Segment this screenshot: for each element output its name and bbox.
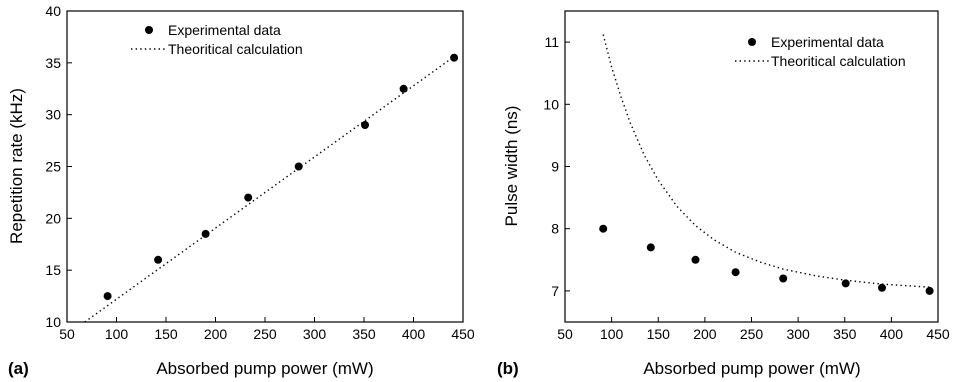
y-tick-label: 10 — [543, 96, 559, 112]
y-ticks-b: 7 8 9 10 11 — [543, 34, 570, 299]
x-ticks-b: 50 100 150 200 250 300 350 400 450 — [557, 317, 950, 342]
data-point — [103, 292, 112, 301]
x-tick-label: 100 — [600, 326, 624, 342]
legend-b: Experimental data Theoritical calculatio… — [735, 34, 906, 69]
x-ticks-a: 50 100 150 200 250 300 350 400 450 — [59, 317, 475, 342]
x-tick-label: 350 — [833, 326, 857, 342]
panel-label-a: (a) — [8, 359, 29, 378]
data-point — [779, 274, 788, 283]
x-tick-label: 450 — [451, 326, 475, 342]
theory-curve — [84, 56, 455, 323]
x-tick-label: 250 — [740, 326, 764, 342]
panel-label-b: (b) — [497, 359, 519, 378]
y-tick-label: 40 — [45, 3, 61, 19]
x-tick-label: 300 — [303, 326, 327, 342]
legend-marker-experimental-a — [145, 26, 153, 34]
x-axis-label-b: Absorbed pump power (mW) — [643, 359, 860, 378]
x-tick-label: 350 — [352, 326, 376, 342]
x-tick-label: 50 — [59, 326, 75, 342]
legend-marker-experimental-b — [748, 38, 756, 46]
data-point — [361, 121, 369, 129]
data-point — [925, 286, 934, 295]
y-tick-label: 10 — [45, 314, 61, 330]
data-point — [399, 84, 408, 93]
y-tick-label: 30 — [45, 107, 61, 123]
y-tick-label: 7 — [551, 283, 559, 299]
y-tick-label: 11 — [544, 34, 559, 50]
x-tick-label: 100 — [105, 326, 129, 342]
x-tick-label: 50 — [557, 326, 573, 342]
data-point — [244, 193, 253, 202]
theory-line-b — [602, 34, 930, 288]
legend-label-experimental-a: Experimental data — [168, 22, 281, 38]
legend-a: Experimental data Theoritical calculatio… — [131, 22, 303, 57]
x-tick-label: 150 — [154, 326, 178, 342]
x-tick-label: 450 — [926, 326, 950, 342]
y-tick-label: 8 — [551, 221, 559, 237]
x-tick-label: 250 — [253, 326, 277, 342]
data-point — [878, 283, 886, 292]
legend-label-theory-a: Theoritical calculation — [168, 41, 303, 57]
y-axis-label-a: Repetition rate (kHz) — [7, 88, 26, 244]
x-tick-label: 200 — [204, 326, 228, 342]
legend-label-theory-b: Theoritical calculation — [771, 53, 906, 69]
y-tick-label: 25 — [45, 159, 61, 175]
y-tick-label: 20 — [45, 210, 61, 226]
theory-line-a — [84, 56, 455, 323]
y-ticks-a: 10 15 20 25 30 35 40 — [45, 3, 72, 330]
y-tick-label: 35 — [45, 55, 61, 71]
panel-b: 50 100 150 200 250 300 350 400 450 7 8 9 10 11 Absor… — [497, 10, 950, 378]
x-axis-label-a: Absorbed pump power (mW) — [156, 359, 373, 378]
data-point — [201, 229, 210, 238]
plot-frame-a — [66, 10, 464, 323]
data-point — [841, 279, 850, 288]
y-tick-label: 9 — [551, 159, 559, 175]
data-point — [599, 224, 608, 233]
data-point — [154, 255, 163, 264]
x-tick-label: 200 — [693, 326, 717, 342]
data-point — [731, 268, 740, 277]
legend-label-experimental-b: Experimental data — [771, 34, 884, 50]
theory-curve — [602, 34, 930, 288]
y-axis-label-b: Pulse width (ns) — [502, 106, 521, 227]
data-point — [691, 255, 700, 264]
data-point — [450, 53, 459, 62]
x-tick-label: 400 — [880, 326, 904, 342]
experimental-points-a — [103, 53, 459, 301]
x-tick-label: 400 — [402, 326, 426, 342]
y-tick-label: 15 — [45, 262, 61, 278]
data-point — [294, 162, 303, 171]
x-tick-label: 300 — [786, 326, 810, 342]
panel-a: 50 100 150 200 250 300 350 400 450 10 15 20 25 30 35 4… — [7, 3, 475, 378]
experimental-points-b — [599, 224, 934, 295]
x-tick-label: 150 — [647, 326, 671, 342]
data-point — [646, 243, 655, 252]
